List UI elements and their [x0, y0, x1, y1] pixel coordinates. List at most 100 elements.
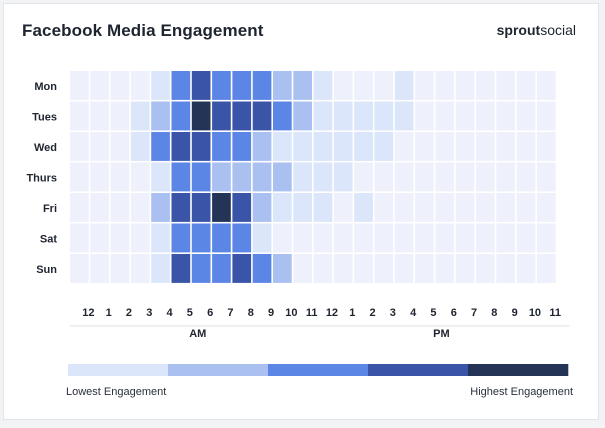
legend-high-label: Highest Engagement — [470, 386, 573, 398]
heatmap-cell — [354, 162, 373, 192]
column-label: 7 — [471, 307, 477, 319]
heatmap-cell — [232, 254, 252, 283]
heatmap-cell — [415, 223, 434, 253]
column-label: 6 — [207, 307, 213, 319]
heatmap-cell — [354, 132, 373, 161]
heatmap-cell — [191, 254, 211, 283]
heatmap-cell — [212, 193, 231, 222]
heatmap-cell — [232, 132, 252, 161]
row-label: Tues — [32, 111, 57, 123]
heatmap-cell — [293, 254, 312, 283]
heatmap-cell — [70, 132, 89, 161]
heatmap-cell — [496, 193, 515, 222]
heatmap-cell — [333, 254, 353, 283]
heatmap-cell — [455, 223, 475, 253]
heatmap-cell — [435, 101, 455, 131]
legend-swatch — [468, 364, 569, 376]
heatmap-cell — [273, 223, 292, 253]
heatmap-cell — [415, 71, 434, 100]
heatmap-cell — [293, 71, 312, 100]
heatmap-cell — [70, 71, 89, 100]
heatmap-cell — [252, 223, 272, 253]
legend-swatch — [68, 364, 169, 376]
heatmap-cell — [191, 223, 211, 253]
heatmap-cell — [313, 101, 333, 131]
heatmap-cell — [476, 223, 495, 253]
heatmap-cell — [394, 101, 414, 131]
heatmap-cell — [110, 254, 130, 283]
heatmap-cell — [212, 71, 231, 100]
heatmap-cell — [496, 101, 515, 131]
heatmap-cell — [212, 223, 231, 253]
legend-swatch — [368, 364, 469, 376]
heatmap-cell — [130, 101, 150, 131]
heatmap-cell — [70, 162, 89, 192]
row-label: Sun — [36, 264, 57, 276]
heatmap-cell — [151, 162, 170, 192]
heatmap-cell — [130, 254, 150, 283]
heatmap-cell — [374, 254, 394, 283]
heatmap-cell — [536, 101, 556, 131]
heatmap-cell — [496, 162, 515, 192]
heatmap-cell — [293, 193, 312, 222]
heatmap-cell — [252, 71, 272, 100]
brand-logo-light: social — [540, 22, 576, 38]
legend-swatch — [268, 364, 369, 376]
heatmap-cell — [232, 162, 252, 192]
heatmap-cell — [354, 101, 373, 131]
heatmap-cell — [151, 193, 170, 222]
row-label: Mon — [34, 81, 57, 93]
heatmap-cell — [70, 223, 89, 253]
heatmap-cell — [130, 223, 150, 253]
heatmap-cell — [455, 101, 475, 131]
chart-title: Facebook Media Engagement — [22, 21, 264, 40]
heatmap-cell — [313, 254, 333, 283]
column-label: 6 — [451, 307, 457, 319]
heatmap-cell — [110, 223, 130, 253]
column-label: 4 — [166, 307, 173, 319]
heatmap-cell — [110, 132, 130, 161]
heatmap-cell — [374, 71, 394, 100]
heatmap-cell — [273, 162, 292, 192]
heatmap-cell — [536, 254, 556, 283]
heatmap-cell — [70, 101, 89, 131]
heatmap-cell — [415, 193, 434, 222]
row-label: Sat — [40, 233, 57, 245]
heatmap-cell — [313, 132, 333, 161]
heatmap-cell — [273, 254, 292, 283]
column-label: 1 — [349, 307, 355, 319]
heatmap-cell — [90, 254, 109, 283]
heatmap-cell — [435, 223, 455, 253]
heatmap-cell — [191, 193, 211, 222]
heatmap-cell — [374, 193, 394, 222]
heatmap-cell — [516, 254, 536, 283]
heatmap-cell — [252, 162, 272, 192]
heatmap-cell — [476, 254, 495, 283]
row-label: Wed — [34, 142, 57, 154]
heatmap-cell — [415, 132, 434, 161]
heatmap-cell — [496, 254, 515, 283]
heatmap-cell — [252, 101, 272, 131]
heatmap-cell — [516, 101, 536, 131]
heatmap-cell — [536, 193, 556, 222]
heatmap-cell — [516, 132, 536, 161]
heatmap-cell — [171, 162, 191, 192]
heatmap-cell — [374, 162, 394, 192]
heatmap-cell — [273, 132, 292, 161]
heatmap-cell — [333, 162, 353, 192]
heatmap-cell — [455, 71, 475, 100]
heatmap-cell — [191, 101, 211, 131]
heatmap-cell — [374, 101, 394, 131]
column-label: 3 — [390, 307, 396, 319]
heatmap-cell — [536, 223, 556, 253]
legend-swatch — [168, 364, 269, 376]
heatmap-cell — [171, 71, 191, 100]
heatmap-cell — [313, 223, 333, 253]
heatmap-cell — [151, 254, 170, 283]
heatmap-cell — [455, 254, 475, 283]
column-label: 2 — [126, 307, 132, 319]
heatmap-cell — [171, 101, 191, 131]
heatmap-cell — [171, 254, 191, 283]
column-label: 9 — [268, 307, 274, 319]
heatmap-cell — [212, 162, 231, 192]
